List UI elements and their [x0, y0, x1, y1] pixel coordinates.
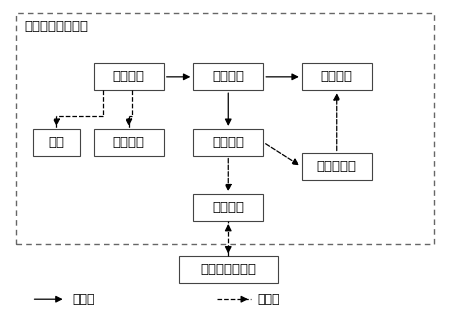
Text: 组态仿真: 组态仿真 — [320, 70, 352, 83]
Text: 过程文件: 过程文件 — [113, 136, 144, 149]
Text: 组态编译: 组态编译 — [212, 70, 244, 83]
Text: 数据发生器: 数据发生器 — [316, 160, 356, 173]
Bar — [178, 256, 277, 283]
Bar — [193, 194, 262, 221]
Bar — [301, 63, 371, 90]
Text: 模板: 模板 — [48, 136, 64, 149]
Text: 在线运行软部分: 在线运行软部分 — [200, 263, 256, 276]
Bar — [193, 63, 262, 90]
Bar — [301, 153, 371, 180]
Text: 离线组态单元部分: 离线组态单元部分 — [24, 20, 88, 33]
Text: 组态开发: 组态开发 — [113, 70, 144, 83]
Bar — [94, 129, 163, 156]
Text: 过程流: 过程流 — [72, 293, 95, 306]
Bar — [193, 129, 262, 156]
Bar — [94, 63, 163, 90]
Text: 组态配置: 组态配置 — [212, 136, 244, 149]
Text: 加载校验: 加载校验 — [212, 201, 244, 214]
Text: 数据流: 数据流 — [257, 293, 280, 306]
Bar — [33, 129, 80, 156]
Bar — [16, 13, 433, 244]
